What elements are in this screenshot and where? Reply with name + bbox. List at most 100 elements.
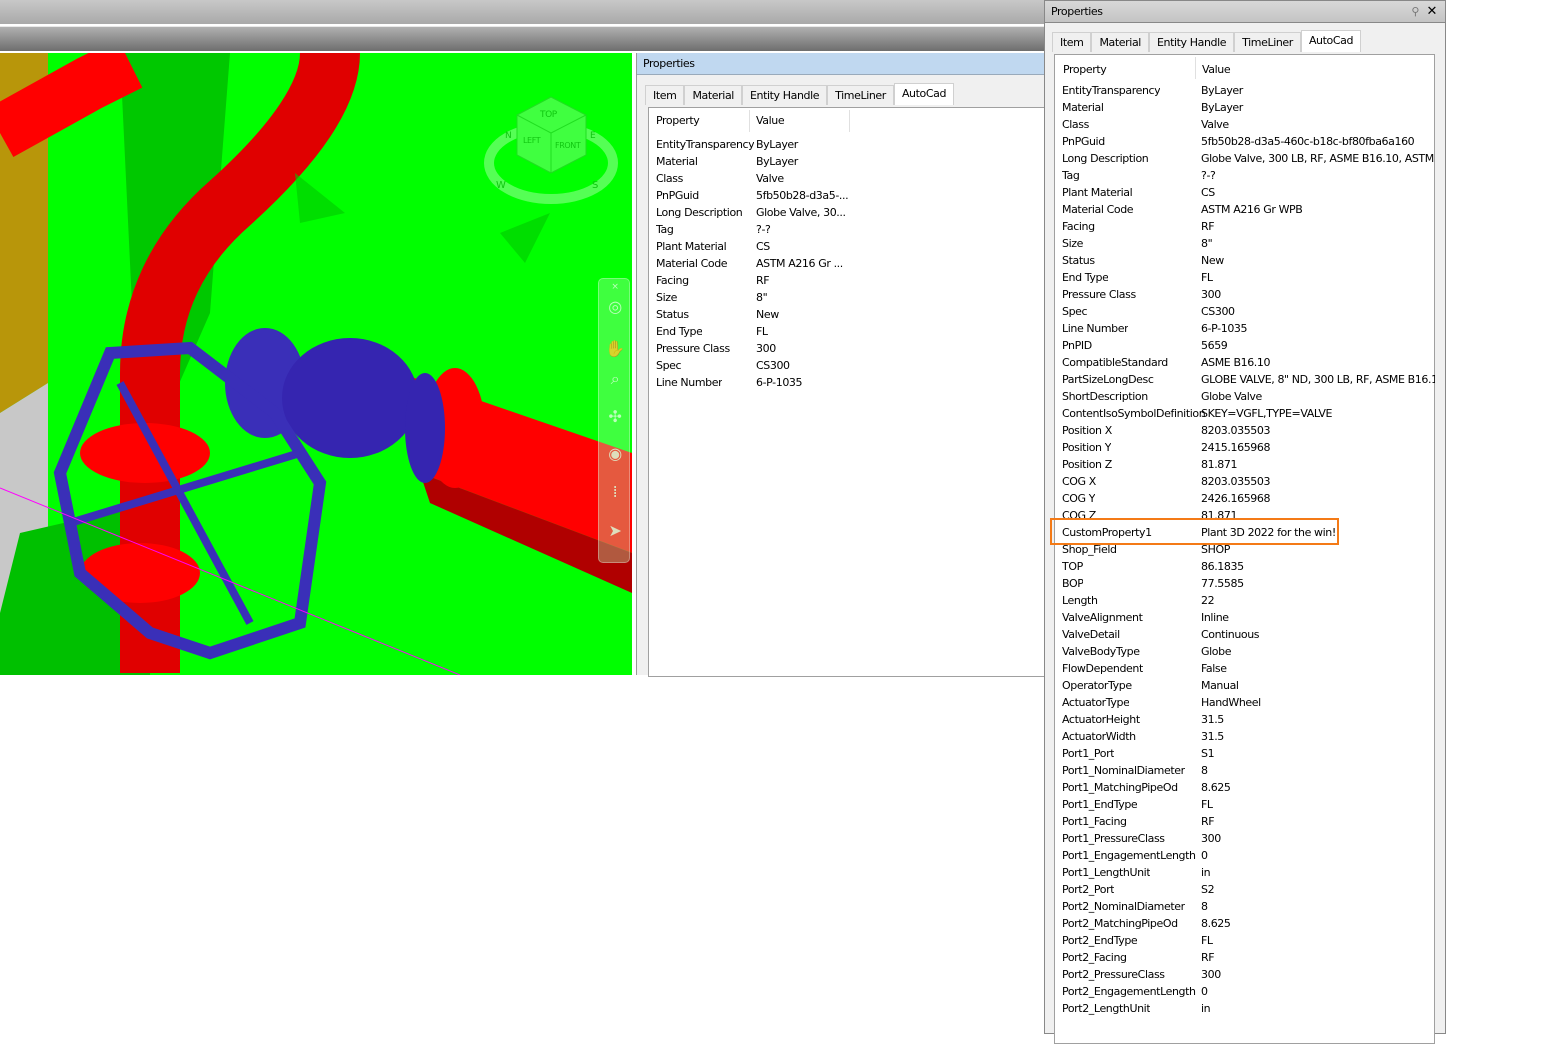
pin-icon[interactable]: ⚲ (1411, 5, 1419, 18)
property-row[interactable]: Position Y 2415.165968 (1055, 439, 1434, 456)
property-row[interactable]: Pressure Class 300 (1055, 286, 1434, 303)
close-icon[interactable]: ✕ (1426, 4, 1438, 19)
property-name: Port2_PressureClass (1062, 968, 1165, 981)
pan-hand-icon[interactable]: ✋ (605, 339, 625, 358)
property-row[interactable]: Port2_EndType FL (1055, 932, 1434, 949)
property-row[interactable]: PnPGuid 5fb50b28-d3a5-... (649, 187, 1047, 204)
property-row[interactable]: ActuatorWidth 31.5 (1055, 728, 1434, 745)
property-row[interactable]: Line Number 6-P-1035 (1055, 320, 1434, 337)
property-row[interactable]: Spec CS300 (1055, 303, 1434, 320)
property-row[interactable]: Port2_Facing RF (1055, 949, 1434, 966)
steering-wheel-icon[interactable]: ◎ (608, 297, 622, 316)
property-row[interactable]: EntityTransparency ByLayer (1055, 82, 1434, 99)
property-row[interactable]: TOP 86.1835 (1055, 558, 1434, 575)
property-row[interactable]: Facing RF (649, 272, 1047, 289)
property-row[interactable]: Port1_PressureClass 300 (1055, 830, 1434, 847)
property-row[interactable]: Long Description Globe Valve, 30... (649, 204, 1047, 221)
property-row[interactable]: Material ByLayer (649, 153, 1047, 170)
walk-footprints-icon[interactable]: ⁞ (612, 482, 618, 501)
property-row[interactable]: PartSizeLongDesc GLOBE VALVE, 8" ND, 300 … (1055, 371, 1435, 388)
property-row[interactable]: Status New (1055, 252, 1434, 269)
property-row[interactable]: Port2_LengthUnit in (1055, 1000, 1434, 1017)
property-row[interactable]: Size 8" (1055, 235, 1434, 252)
property-row[interactable]: ContentIsoSymbolDefinition SKEY=VGFL,TYPE… (1055, 405, 1434, 422)
navigation-bar[interactable]: × ◎ ✋ ⌕ ✣ ◉ ⁞ ➤ (598, 278, 630, 563)
property-row[interactable]: Spec CS300 (649, 357, 1047, 374)
property-row[interactable]: Port1_Port S1 (1055, 745, 1434, 762)
select-pointer-icon[interactable]: ➤ (608, 521, 622, 540)
look-icon[interactable]: ◉ (608, 444, 622, 463)
property-row[interactable]: EntityTransparency ByLayer (649, 136, 1047, 153)
property-row[interactable]: Facing RF (1055, 218, 1434, 235)
column-header-value[interactable]: Value (1202, 63, 1231, 76)
property-row[interactable]: CustomProperty1 Plant 3D 2022 for the win… (1055, 524, 1434, 541)
property-row[interactable]: Plant Material CS (649, 238, 1047, 255)
property-row[interactable]: Long Description Globe Valve, 300 LB, RF,… (1055, 150, 1435, 167)
property-row[interactable]: BOP 77.5585 (1055, 575, 1434, 592)
tab-autocad[interactable]: AutoCad (1300, 30, 1362, 52)
property-row[interactable]: Shop_Field SHOP (1055, 541, 1434, 558)
zoom-window-icon[interactable]: ⌕ (610, 369, 620, 388)
column-header-property[interactable]: Property (1063, 63, 1107, 76)
property-row[interactable]: ActuatorType HandWheel (1055, 694, 1434, 711)
property-row[interactable]: PnPGuid 5fb50b28-d3a5-460c-b18c-bf80fba6a… (1055, 133, 1434, 150)
column-header-value[interactable]: Value (756, 114, 785, 127)
property-value: 8 (1201, 900, 1208, 913)
property-row[interactable]: Material Code ASTM A216 Gr ... (649, 255, 1047, 272)
close-icon[interactable]: × (611, 282, 619, 292)
property-row[interactable]: PnPID 5659 (1055, 337, 1434, 354)
property-grid[interactable]: Property Value EntityTransparency ByLayer… (648, 107, 1048, 677)
property-row[interactable]: Port1_EngagementLength 0 (1055, 847, 1434, 864)
tab-entity-handle[interactable]: Entity Handle (1148, 32, 1235, 52)
property-row[interactable]: Port1_EndType FL (1055, 796, 1434, 813)
property-row[interactable]: ValveDetail Continuous (1055, 626, 1434, 643)
tab-item[interactable]: Item (1052, 32, 1092, 52)
property-row[interactable]: Port2_MatchingPipeOd 8.625 (1055, 915, 1434, 932)
property-row[interactable]: Port1_LengthUnit in (1055, 864, 1434, 881)
property-row[interactable]: CompatibleStandard ASME B16.10 (1055, 354, 1434, 371)
tab-autocad[interactable]: AutoCad (893, 83, 955, 105)
property-row[interactable]: COG X 8203.035503 (1055, 473, 1434, 490)
property-row[interactable]: COG Y 2426.165968 (1055, 490, 1434, 507)
property-row[interactable]: Port2_Port S2 (1055, 881, 1434, 898)
property-row[interactable]: Class Valve (649, 170, 1047, 187)
property-row[interactable]: Port1_NominalDiameter 8 (1055, 762, 1434, 779)
property-row[interactable]: OperatorType Manual (1055, 677, 1434, 694)
property-row[interactable]: ValveBodyType Globe (1055, 643, 1434, 660)
property-row[interactable]: Class Valve (1055, 116, 1434, 133)
property-row[interactable]: ValveAlignment Inline (1055, 609, 1434, 626)
property-row[interactable]: Port2_NominalDiameter 8 (1055, 898, 1434, 915)
tab-material[interactable]: Material (684, 85, 742, 105)
property-row[interactable]: FlowDependent False (1055, 660, 1434, 677)
property-row[interactable]: Size 8" (649, 289, 1047, 306)
3d-viewport[interactable]: TOP LEFT FRONT N E W S × ◎ ✋ ⌕ ✣ ◉ ⁞ ➤ (0, 53, 632, 675)
property-row[interactable]: End Type FL (1055, 269, 1434, 286)
property-row[interactable]: Port2_PressureClass 300 (1055, 966, 1434, 983)
property-row[interactable]: ActuatorHeight 31.5 (1055, 711, 1434, 728)
property-row[interactable]: Plant Material CS (1055, 184, 1434, 201)
property-row[interactable]: Status New (649, 306, 1047, 323)
property-row[interactable]: Port1_MatchingPipeOd 8.625 (1055, 779, 1434, 796)
viewcube[interactable]: TOP LEFT FRONT N E W S (484, 96, 618, 204)
property-row[interactable]: Position X 8203.035503 (1055, 422, 1434, 439)
property-row[interactable]: ShortDescription Globe Valve (1055, 388, 1434, 405)
property-row[interactable]: Material ByLayer (1055, 99, 1434, 116)
property-row[interactable]: Length 22 (1055, 592, 1434, 609)
tab-timeliner[interactable]: TimeLiner (1234, 32, 1301, 52)
property-row[interactable]: Port2_EngagementLength 0 (1055, 983, 1434, 1000)
property-row[interactable]: Material Code ASTM A216 Gr WPB (1055, 201, 1434, 218)
tab-material[interactable]: Material (1091, 32, 1149, 52)
column-header-property[interactable]: Property (656, 114, 700, 127)
property-row[interactable]: Position Z 81.871 (1055, 456, 1434, 473)
tab-timeliner[interactable]: TimeLiner (827, 85, 894, 105)
orbit-icon[interactable]: ✣ (608, 407, 622, 426)
property-row[interactable]: Line Number 6-P-1035 (649, 374, 1047, 391)
property-row[interactable]: Pressure Class 300 (649, 340, 1047, 357)
property-grid[interactable]: Property Value EntityTransparency ByLayer… (1054, 54, 1435, 1044)
tab-item[interactable]: Item (645, 85, 685, 105)
tab-entity-handle[interactable]: Entity Handle (741, 85, 828, 105)
property-row[interactable]: Tag ?-? (649, 221, 1047, 238)
property-row[interactable]: Tag ?-? (1055, 167, 1434, 184)
property-row[interactable]: Port1_Facing RF (1055, 813, 1434, 830)
property-row[interactable]: End Type FL (649, 323, 1047, 340)
